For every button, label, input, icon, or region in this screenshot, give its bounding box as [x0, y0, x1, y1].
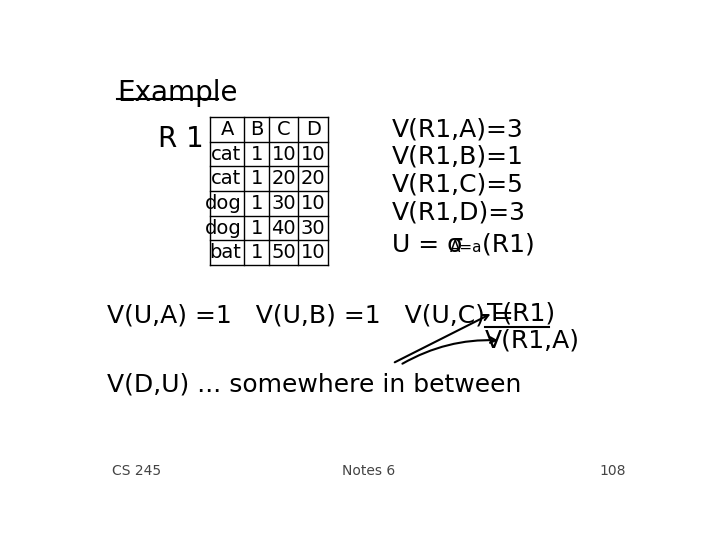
Text: 50: 50 — [271, 243, 296, 262]
Text: cat: cat — [211, 145, 241, 164]
Text: A=a: A=a — [451, 240, 483, 254]
Text: 10: 10 — [271, 145, 296, 164]
Text: bat: bat — [210, 243, 241, 262]
Text: V(U,A) =1   V(U,B) =1   V(U,C) =: V(U,A) =1 V(U,B) =1 V(U,C) = — [107, 303, 522, 327]
Text: 10: 10 — [301, 243, 325, 262]
Text: Example: Example — [117, 79, 238, 107]
Text: dog: dog — [204, 194, 241, 213]
Text: V(R1,D)=3: V(R1,D)=3 — [392, 200, 526, 224]
Text: D: D — [306, 120, 320, 139]
Text: V(R1,A)=3: V(R1,A)=3 — [392, 117, 524, 141]
Text: 10: 10 — [301, 145, 325, 164]
Text: C: C — [277, 120, 291, 139]
Text: Notes 6: Notes 6 — [343, 464, 395, 478]
Text: V(R1,C)=5: V(R1,C)=5 — [392, 173, 524, 197]
Text: CS 245: CS 245 — [112, 464, 161, 478]
Text: 40: 40 — [271, 219, 296, 238]
Text: dog: dog — [204, 219, 241, 238]
Text: 20: 20 — [271, 169, 296, 188]
Text: V(D,U) ... somewhere in between: V(D,U) ... somewhere in between — [107, 373, 521, 397]
Text: 20: 20 — [301, 169, 325, 188]
Text: B: B — [250, 120, 264, 139]
Text: 1: 1 — [251, 243, 263, 262]
Text: 10: 10 — [301, 194, 325, 213]
Text: 1: 1 — [251, 219, 263, 238]
Text: 30: 30 — [271, 194, 296, 213]
Text: U = σ: U = σ — [392, 233, 463, 256]
Text: 1: 1 — [251, 169, 263, 188]
Text: V(R1,B)=1: V(R1,B)=1 — [392, 145, 524, 169]
Text: R 1: R 1 — [158, 125, 204, 153]
Text: (R1): (R1) — [474, 233, 534, 256]
Text: cat: cat — [211, 169, 241, 188]
Text: A: A — [220, 120, 234, 139]
Text: 30: 30 — [301, 219, 325, 238]
Text: V(R1,A): V(R1,A) — [485, 329, 580, 353]
Text: 108: 108 — [600, 464, 626, 478]
Text: T(R1): T(R1) — [487, 302, 555, 326]
Text: 1: 1 — [251, 194, 263, 213]
Text: 1: 1 — [251, 145, 263, 164]
